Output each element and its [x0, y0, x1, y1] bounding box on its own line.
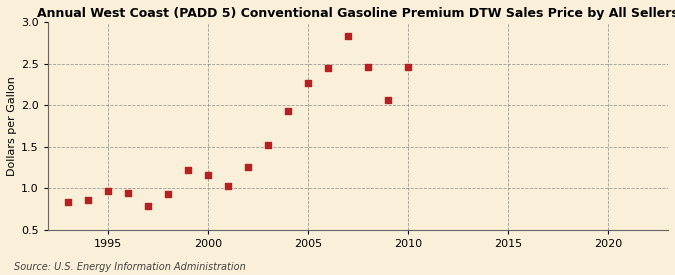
Point	[343, 34, 354, 38]
Point	[103, 189, 113, 193]
Point	[323, 66, 333, 70]
Title: Annual West Coast (PADD 5) Conventional Gasoline Premium DTW Sales Price by All : Annual West Coast (PADD 5) Conventional …	[37, 7, 675, 20]
Point	[223, 184, 234, 188]
Point	[263, 143, 273, 147]
Point	[63, 200, 74, 205]
Point	[163, 192, 173, 196]
Text: Source: U.S. Energy Information Administration: Source: U.S. Energy Information Administ…	[14, 262, 245, 272]
Point	[362, 65, 373, 70]
Point	[402, 65, 413, 70]
Point	[302, 81, 313, 85]
Point	[242, 164, 253, 169]
Point	[142, 204, 153, 208]
Point	[383, 97, 394, 102]
Point	[122, 191, 133, 196]
Y-axis label: Dollars per Gallon: Dollars per Gallon	[7, 76, 17, 176]
Point	[283, 109, 294, 113]
Point	[182, 168, 193, 172]
Point	[202, 173, 213, 177]
Point	[82, 198, 93, 202]
